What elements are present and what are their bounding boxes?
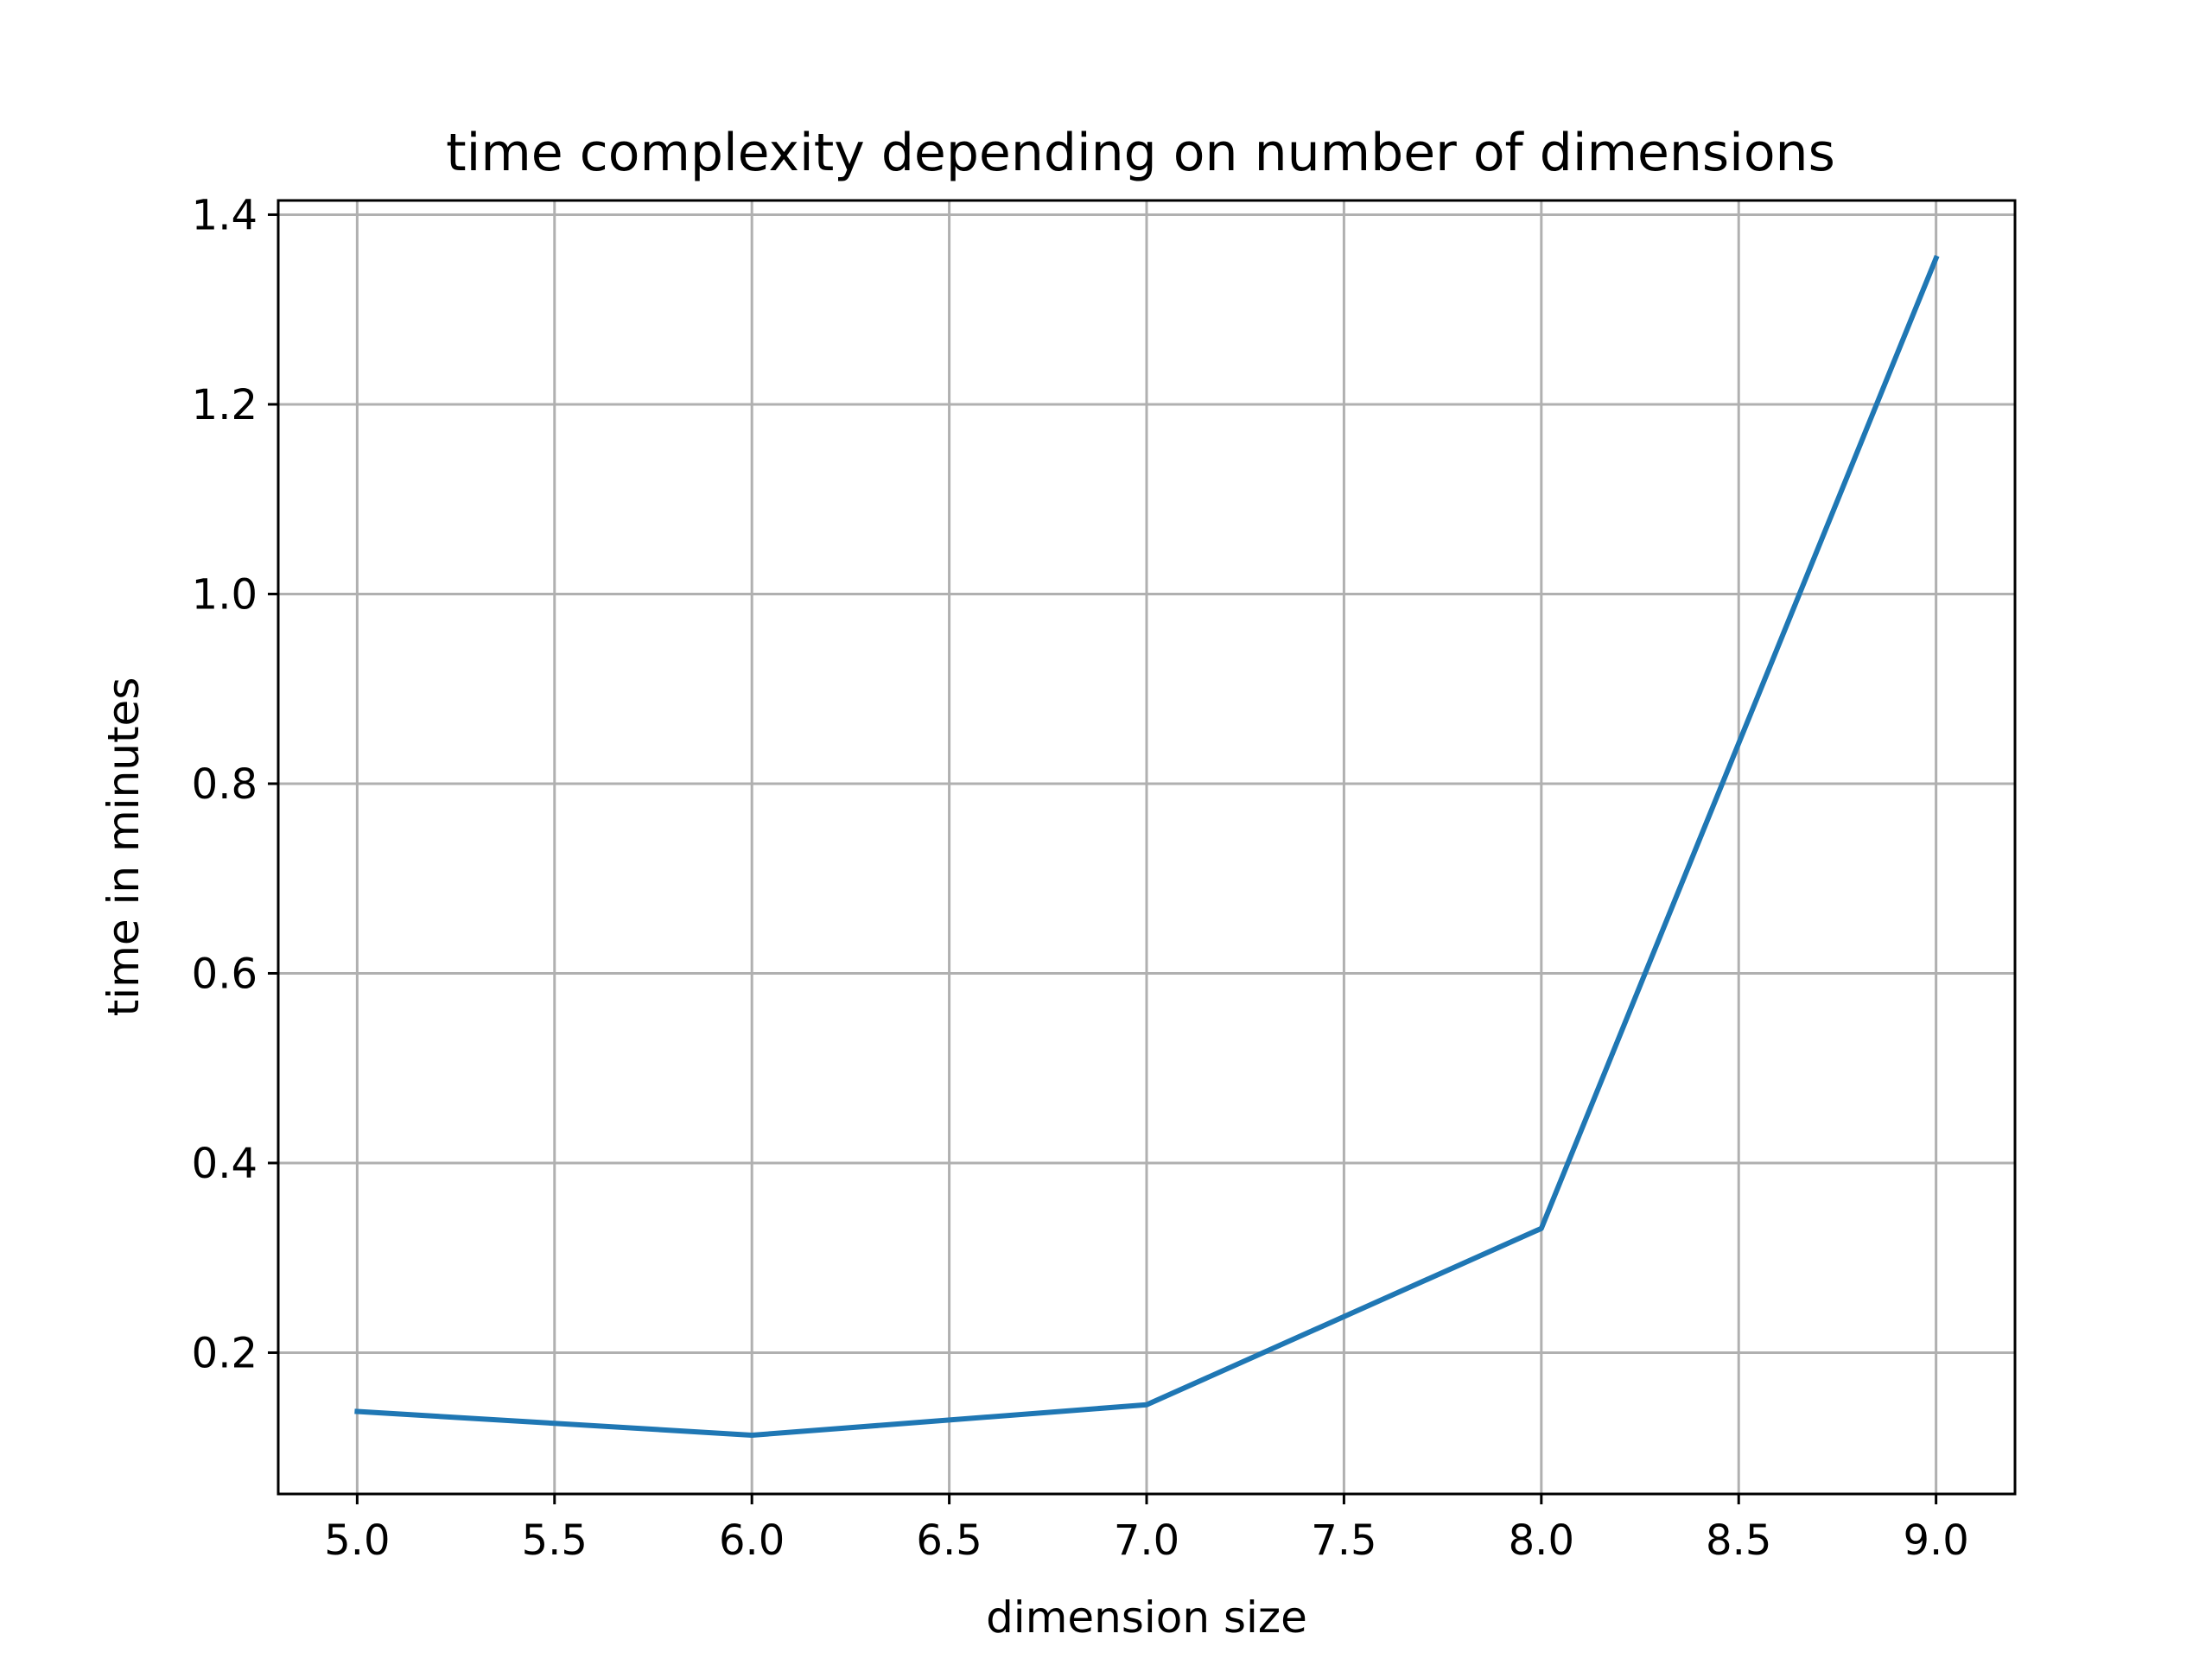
y-axis-label: time in minutes <box>99 677 149 1017</box>
x-tick-label: 9.0 <box>1903 1516 1968 1565</box>
chart-title: time complexity depending on number of d… <box>446 123 1835 183</box>
x-tick-label: 8.5 <box>1706 1516 1771 1565</box>
x-tick-label: 6.5 <box>916 1516 982 1565</box>
y-tick-label: 1.2 <box>192 381 257 429</box>
y-tick-label: 0.8 <box>192 760 257 809</box>
x-tick-label: 5.0 <box>324 1516 390 1565</box>
y-tick-label: 0.2 <box>192 1329 257 1377</box>
y-tick-label: 0.4 <box>192 1140 257 1188</box>
y-tick-label: 0.6 <box>192 950 257 998</box>
series-line <box>354 254 1940 1438</box>
x-tick-label: 6.0 <box>719 1516 785 1565</box>
x-tick-label: 8.0 <box>1509 1516 1574 1565</box>
series-group <box>354 254 1940 1438</box>
grid <box>278 200 2015 1494</box>
x-axis: 5.0 5.5 6.0 6.5 7.0 7.5 8.0 8.5 9.0 <box>324 1494 1969 1565</box>
x-tick-label: 5.5 <box>522 1516 588 1565</box>
y-tick-label: 1.0 <box>192 570 257 619</box>
x-tick-label: 7.0 <box>1114 1516 1179 1565</box>
x-tick-label: 7.5 <box>1311 1516 1376 1565</box>
x-axis-label: dimension size <box>986 1592 1307 1643</box>
y-tick-label: 1.4 <box>192 191 257 239</box>
y-axis: 0.2 0.4 0.6 0.8 1.0 1.2 1.4 <box>192 191 278 1377</box>
